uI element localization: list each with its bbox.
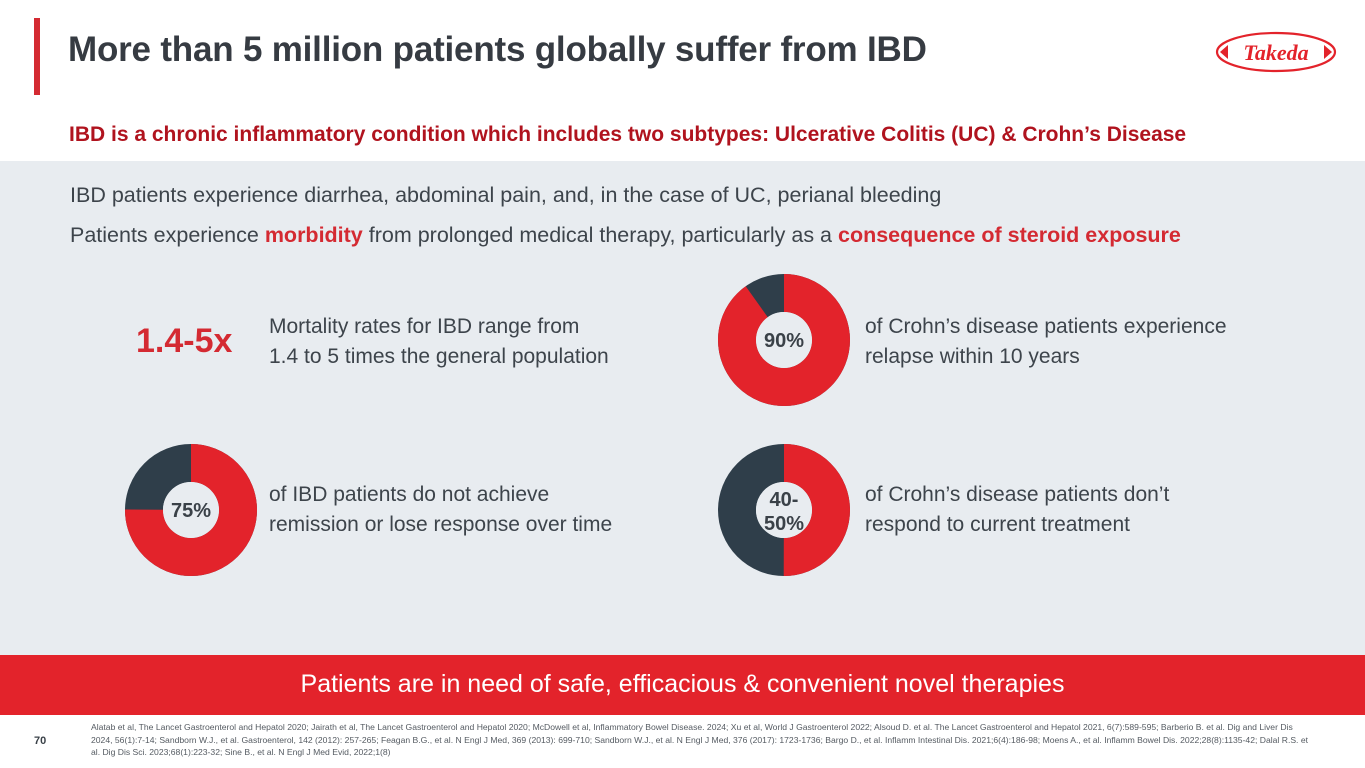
symptoms-statement: IBD patients experience diarrhea, abdomi… — [70, 183, 942, 207]
donut-fill — [718, 274, 850, 406]
page-number: 70 — [34, 735, 47, 747]
remission-stat-text: of IBD patients do not achieve remission… — [269, 483, 613, 536]
slide-title: More than 5 million patients globally su… — [68, 30, 927, 69]
remission-percent-label: 75% — [171, 500, 211, 522]
nonresponse-stat-text: of Crohn’s disease patients don’t respon… — [865, 483, 1170, 536]
relapse-donut-chart: 90% — [718, 274, 850, 406]
takeda-logo: Takeda — [1215, 31, 1337, 73]
donut-fill — [718, 444, 850, 576]
nonresponse-percent-label-top: 40- — [770, 489, 799, 511]
mortality-stat-value: 1.4-5x — [136, 322, 233, 360]
morbidity-statement: Patients experience morbidity from prolo… — [70, 223, 1181, 247]
nonresponse-donut-chart: 40- 50% — [718, 444, 850, 576]
relapse-stat-text: of Crohn’s disease patients experience r… — [865, 315, 1227, 368]
relapse-percent-label: 90% — [764, 330, 804, 352]
remission-donut-chart: 75% — [125, 444, 257, 576]
references: Alatab et al, The Lancet Gastroenterol a… — [91, 722, 1309, 758]
banner-text: Patients are in need of safe, efficaciou… — [300, 670, 1065, 698]
svg-text:Takeda: Takeda — [1243, 40, 1308, 65]
donut-fill — [125, 444, 257, 576]
mortality-stat-text: Mortality rates for IBD range from 1.4 t… — [269, 315, 609, 368]
morbidity-highlight: morbidity — [264, 223, 363, 247]
nonresponse-percent-label-bottom: 50% — [764, 513, 804, 535]
steroid-highlight: consequence of steroid exposure — [837, 223, 1181, 247]
title-accent-bar — [34, 18, 40, 95]
content-panel — [0, 161, 1365, 655]
call-to-action-banner — [0, 655, 1365, 715]
slide-subtitle: IBD is a chronic inflammatory condition … — [69, 123, 1187, 146]
